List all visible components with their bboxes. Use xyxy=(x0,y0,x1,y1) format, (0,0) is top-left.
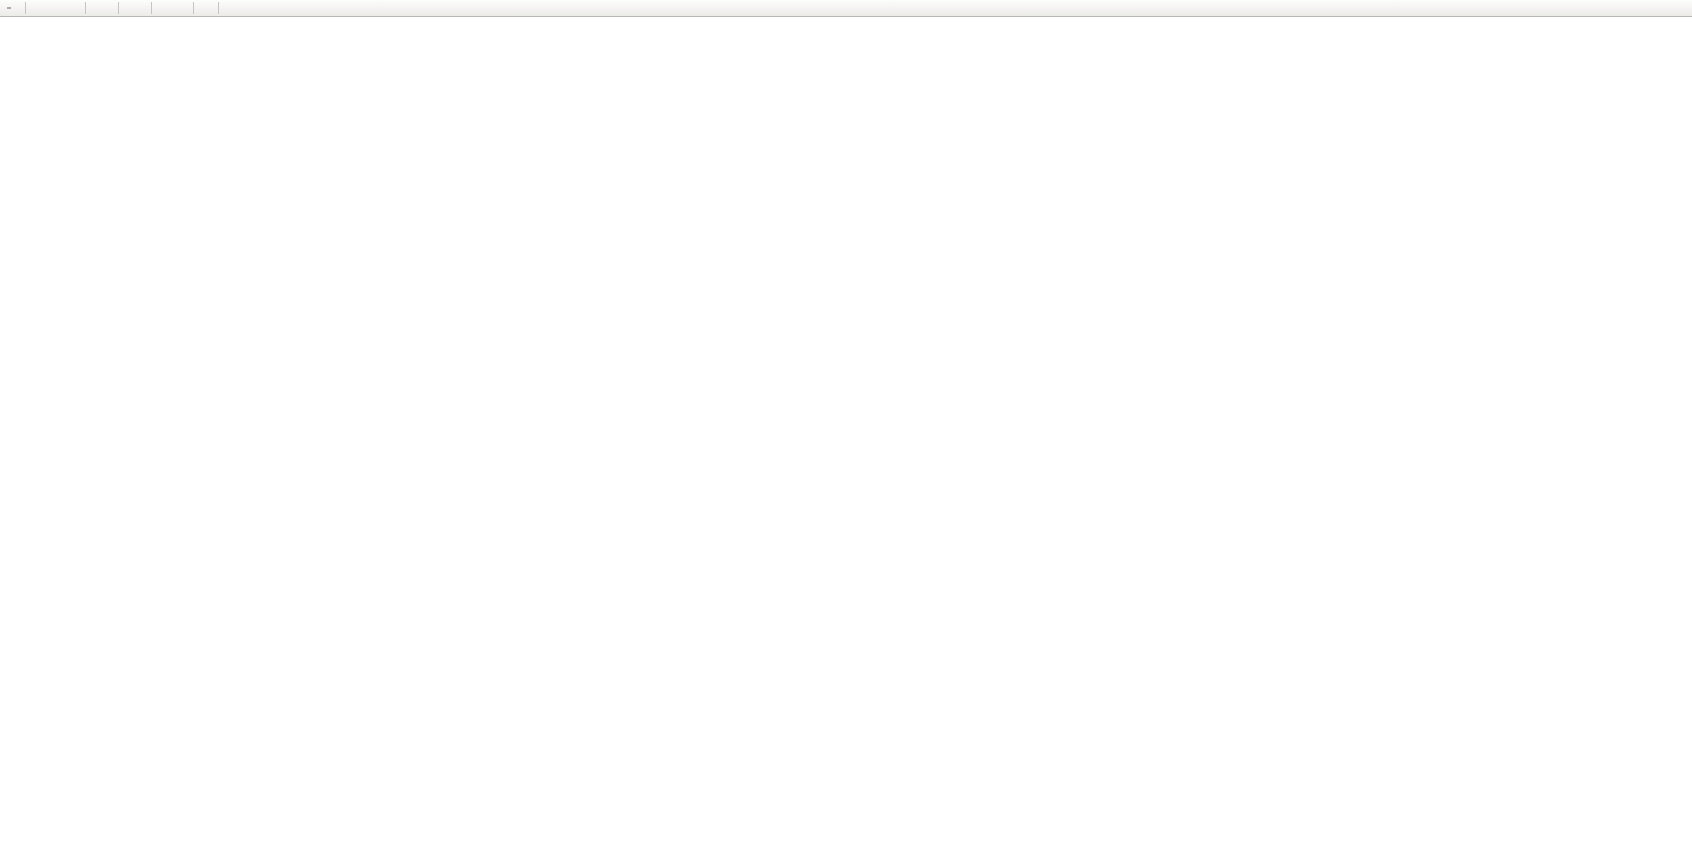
cursor-button[interactable] xyxy=(198,0,206,17)
navigator-button[interactable] xyxy=(54,0,62,17)
label-tool-button[interactable] xyxy=(263,0,271,17)
toolbar-separator xyxy=(193,2,194,14)
bars-mode-button[interactable] xyxy=(90,0,98,17)
market-watch-button[interactable] xyxy=(46,0,54,17)
timeframe-m30[interactable] xyxy=(328,0,340,17)
trendline-tool-button[interactable] xyxy=(231,0,239,17)
timeframe-mn[interactable] xyxy=(388,0,400,17)
zoom-out-button[interactable] xyxy=(131,0,139,17)
crosshair-button[interactable] xyxy=(206,0,214,17)
timeframe-h1[interactable] xyxy=(340,0,352,17)
community-button[interactable] xyxy=(1667,0,1675,17)
chart-window-button[interactable] xyxy=(30,0,38,17)
new-order-icon xyxy=(7,7,11,9)
toolbar-separator xyxy=(85,2,86,14)
channel-tool-button[interactable] xyxy=(239,0,247,17)
timeframe-m15[interactable] xyxy=(316,0,328,17)
toolbar-separator xyxy=(118,2,119,14)
timeframe-d1[interactable] xyxy=(364,0,376,17)
toolbar-separator xyxy=(151,2,152,14)
text-tool-button[interactable] xyxy=(255,0,263,17)
indicators-button[interactable] xyxy=(156,0,167,17)
alerts-button[interactable] xyxy=(1675,0,1683,17)
zoom-in-button[interactable] xyxy=(123,0,131,17)
timeframe-h4[interactable] xyxy=(352,0,364,17)
rsi-label xyxy=(7,649,12,660)
autotrading-button[interactable] xyxy=(70,0,81,17)
profiles-button[interactable] xyxy=(38,0,46,17)
tile-windows-button[interactable] xyxy=(139,0,147,17)
templates-button[interactable] xyxy=(178,0,189,17)
timeframe-w1[interactable] xyxy=(376,0,388,17)
candles-mode-button[interactable] xyxy=(98,0,106,17)
macd-label xyxy=(7,540,17,551)
new-order-button[interactable] xyxy=(3,0,21,17)
timeframes-toolbar xyxy=(292,0,400,17)
toolbar-right-group xyxy=(1667,0,1683,17)
timeframe-m1[interactable] xyxy=(292,0,304,17)
terminal-button[interactable] xyxy=(62,0,70,17)
toolbar-separator xyxy=(218,2,219,14)
main-toolbar xyxy=(0,0,1692,17)
timeframe-m5[interactable] xyxy=(304,0,316,17)
symbol-ohlc-label xyxy=(7,21,16,32)
line-mode-button[interactable] xyxy=(106,0,114,17)
arrows-tool-button[interactable] xyxy=(271,0,282,17)
fibonacci-tool-button[interactable] xyxy=(247,0,255,17)
periods-button[interactable] xyxy=(167,0,178,17)
toolbar-separator xyxy=(25,2,26,14)
hline-tool-button[interactable] xyxy=(223,0,231,17)
